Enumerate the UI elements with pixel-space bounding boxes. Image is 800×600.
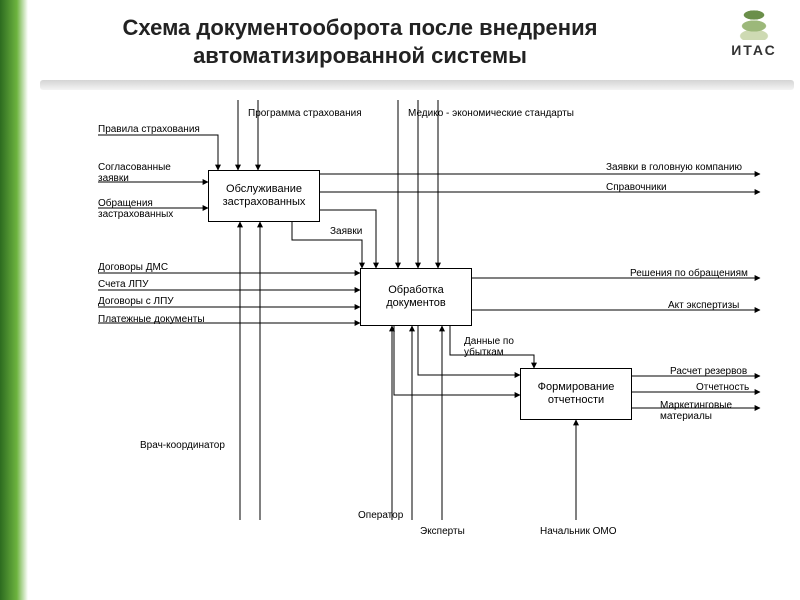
logo-swirl-icon — [726, 6, 782, 40]
page-title: Схема документооборота после внедрения а… — [50, 14, 670, 69]
node-n2: Обработкадокументов — [360, 268, 472, 326]
edge-label: Оператор — [358, 510, 403, 521]
edge-label: Согласованныезаявки — [98, 162, 171, 184]
title-line-2: автоматизированной системы — [193, 43, 527, 68]
edge-label: Платежные документы — [98, 314, 205, 325]
edge-label: Врач-координатор — [140, 440, 225, 451]
edge-label: Программа страхования — [248, 108, 362, 119]
logo-text: ИТАС — [726, 42, 782, 58]
edge-label: Отчетность — [696, 382, 749, 393]
title-line-1: Схема документооборота после внедрения — [123, 15, 598, 40]
edge-label: Заявки — [330, 226, 362, 237]
edge-label: Правила страхования — [98, 124, 200, 135]
edge-label: Начальник ОМО — [540, 526, 617, 537]
edge-label: Заявки в головную компанию — [606, 162, 742, 173]
document-flow-diagram: Обслуживаниезастрахованных Обработкадокум… — [40, 100, 790, 580]
edge — [320, 210, 376, 268]
edge-label: Акт экспертизы — [668, 300, 739, 311]
edge-label: Счета ЛПУ — [98, 279, 148, 290]
edge-label: Договоры с ЛПУ — [98, 296, 174, 307]
edge-label: Маркетинговыематериалы — [660, 400, 732, 422]
edge-label: Расчет резервов — [670, 366, 747, 377]
edge-label: Решения по обращениям — [630, 268, 748, 279]
edge-label: Справочники — [606, 182, 667, 193]
node-n1: Обслуживаниезастрахованных — [208, 170, 320, 222]
edge-label: Договоры ДМС — [98, 262, 168, 273]
left-accent-stripe — [0, 0, 28, 600]
edge-label: Обращениязастрахованных — [98, 198, 173, 220]
edge-label: Данные поубыткам — [464, 336, 514, 358]
edge-label: Медико - экономические стандарты — [408, 108, 574, 119]
logo: ИТАС — [726, 6, 782, 58]
title-underline — [40, 80, 794, 90]
edge-label: Эксперты — [420, 526, 465, 537]
node-n3: Формированиеотчетности — [520, 368, 632, 420]
